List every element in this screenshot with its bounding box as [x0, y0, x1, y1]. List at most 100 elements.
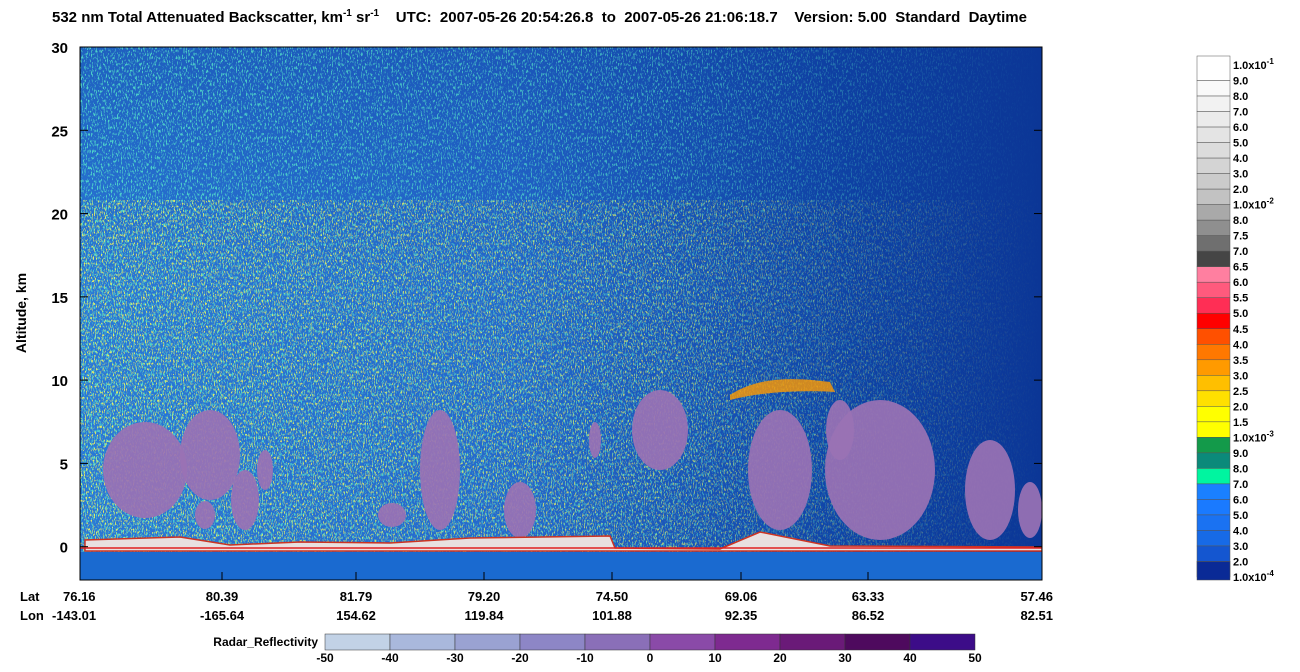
colorbar-label: 5.0 — [1233, 510, 1248, 522]
colorbar-label: 6.0 — [1233, 122, 1248, 134]
chart-title: 532 nm Total Attenuated Backscatter, km-… — [52, 8, 1027, 26]
colorbar-swatch — [1196, 142, 1231, 159]
colorbar-swatch — [1196, 328, 1231, 345]
radar-colorbar-swatch — [844, 633, 911, 651]
colorbar-label: 7.0 — [1233, 246, 1248, 258]
colorbar-label-base: 1.0x10 — [1233, 200, 1267, 212]
colorbar-label: 5.0 — [1233, 138, 1248, 150]
lat-tick-label: 80.39 — [206, 589, 239, 604]
colorbar-swatch — [1196, 297, 1231, 314]
colorbar-swatch — [1196, 468, 1231, 485]
colorbar-label: 2.0 — [1233, 401, 1248, 413]
colorbar-swatch — [1196, 514, 1231, 531]
radar-colorbar-swatch — [909, 633, 976, 651]
radar-colorbar-swatch — [714, 633, 781, 651]
cloud — [1018, 482, 1042, 538]
colorbar-label: 7.0 — [1233, 479, 1248, 491]
colorbar-label: 2.0 — [1233, 184, 1248, 196]
colorbar-label: 1.0x10-1 — [1233, 57, 1274, 72]
cloud — [504, 482, 536, 538]
colorbar-label: 6.0 — [1233, 277, 1248, 289]
radar-colorbar-swatch — [779, 633, 846, 651]
cloud — [180, 410, 240, 500]
radar-colorbar-tick: -20 — [511, 651, 529, 665]
lat-tick-label: 69.06 — [725, 589, 758, 604]
colorbar-label: 2.0 — [1233, 556, 1248, 568]
radar-colorbar-tick: 20 — [773, 651, 787, 665]
lat-tick-label: 79.20 — [468, 589, 501, 604]
colorbar-label: 4.5 — [1233, 324, 1248, 336]
colorbar-swatch — [1196, 188, 1231, 205]
lat-tick-label: 81.79 — [340, 589, 373, 604]
title-text: UTC: 2007-05-26 20:54:26.8 to 2007-05-26… — [379, 9, 1027, 26]
colorbar-swatch — [1196, 173, 1231, 190]
colorbar-swatch — [1196, 80, 1231, 97]
lon-tick-label: 119.84 — [464, 608, 504, 623]
cloud — [748, 410, 812, 530]
y-tick-label: 0 — [60, 540, 68, 557]
colorbar-label: 1.0x10-4 — [1233, 569, 1274, 584]
y-tick-label: 30 — [51, 40, 68, 57]
colorbar-swatch — [1196, 312, 1231, 330]
lat-tick-label: 57.46 — [1020, 589, 1053, 604]
radar-colorbar-label: Radar_Reflectivity — [213, 635, 318, 649]
lat-tick-label: 74.50 — [596, 589, 629, 604]
colorbar-swatch — [1196, 344, 1231, 361]
colorbar-swatch — [1196, 561, 1231, 581]
colorbar-swatch — [1196, 126, 1231, 143]
colorbar-label: 1.0x10-2 — [1233, 197, 1274, 212]
colorbar-swatch — [1196, 95, 1231, 112]
colorbar-swatch — [1196, 421, 1231, 438]
colorbar-label: 6.0 — [1233, 494, 1248, 506]
colorbar-label: 8.0 — [1233, 215, 1248, 227]
colorbar-label: 3.0 — [1233, 541, 1248, 553]
colorbar-label: 3.5 — [1233, 355, 1248, 367]
colorbar-label-base: 1.0x10 — [1233, 432, 1267, 444]
radar-colorbar-tick: 30 — [838, 651, 852, 665]
colorbar-label-exponent: -1 — [1267, 57, 1275, 66]
lon-tick-label: 82.51 — [1020, 608, 1053, 623]
lon-tick-label: 86.52 — [852, 608, 885, 623]
lon-tick-label: 101.88 — [592, 608, 632, 623]
cloud — [826, 400, 854, 460]
y-tick-label: 20 — [51, 207, 68, 224]
colorbar-swatch — [1196, 483, 1231, 500]
lon-tick-label: 154.62 — [336, 608, 376, 623]
colorbar-label: 3.0 — [1233, 169, 1248, 181]
radar-colorbar-tick: 50 — [968, 651, 982, 665]
radar-colorbar-swatch — [389, 633, 456, 651]
cloud — [589, 422, 601, 458]
y-axis-label: Altitude, km — [13, 273, 29, 353]
cloud — [257, 450, 273, 490]
cloud — [632, 390, 688, 470]
colorbar-label-exponent: -3 — [1267, 429, 1275, 438]
y-tick-label: 15 — [51, 290, 68, 307]
colorbar-swatch — [1196, 55, 1231, 81]
plot-frame — [79, 46, 1043, 581]
radar-colorbar-tick: -50 — [316, 651, 334, 665]
colorbar-swatch — [1196, 375, 1231, 392]
colorbar-swatch — [1196, 266, 1231, 283]
colorbar-label-exponent: -2 — [1267, 197, 1275, 206]
lon-tick-label: 92.35 — [725, 608, 758, 623]
title-text: sr — [352, 9, 371, 26]
colorbar-label: 4.0 — [1233, 339, 1248, 351]
colorbar-swatch — [1196, 219, 1231, 236]
colorbar-swatch — [1196, 359, 1231, 376]
colorbar-swatch — [1196, 204, 1231, 221]
lon-tick-label: -143.01 — [52, 608, 96, 623]
title-superscript: -1 — [343, 8, 352, 19]
colorbar-swatch — [1196, 437, 1231, 454]
radar-colorbar-tick: 10 — [708, 651, 722, 665]
colorbar-swatch — [1196, 235, 1231, 252]
y-tick-label: 10 — [51, 373, 68, 390]
lat-tick-label: 63.33 — [852, 589, 885, 604]
colorbar-label-base: 1.0x10 — [1233, 60, 1267, 72]
colorbar-label: 9.0 — [1233, 448, 1248, 460]
y-tick-label: 25 — [51, 123, 68, 140]
colorbar-swatch — [1196, 452, 1231, 469]
radar-colorbar-tick: 0 — [647, 651, 654, 665]
colorbar-label: 6.5 — [1233, 262, 1248, 274]
